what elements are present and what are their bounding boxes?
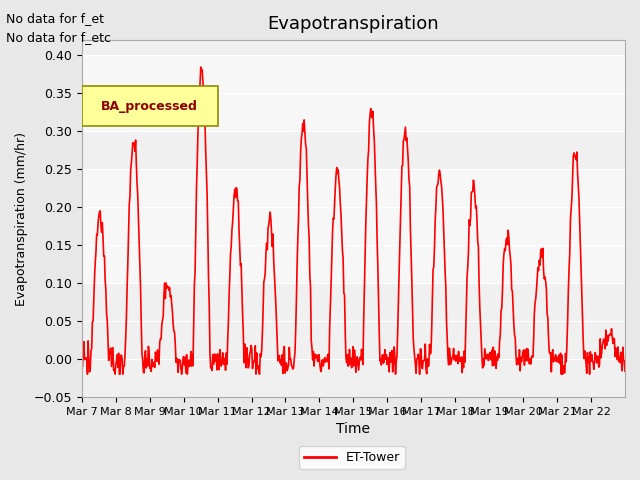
X-axis label: Time: Time bbox=[337, 422, 371, 436]
Y-axis label: Evapotranspiration (mm/hr): Evapotranspiration (mm/hr) bbox=[15, 132, 28, 305]
Text: No data for f_etc: No data for f_etc bbox=[6, 31, 111, 44]
Legend: ET-Tower: ET-Tower bbox=[300, 446, 404, 469]
Bar bbox=[82, 169, 625, 283]
Text: BA_processed: BA_processed bbox=[101, 100, 198, 113]
FancyBboxPatch shape bbox=[82, 86, 218, 126]
Bar bbox=[82, 55, 625, 131]
Title: Evapotranspiration: Evapotranspiration bbox=[268, 15, 439, 33]
Text: No data for f_et: No data for f_et bbox=[6, 12, 104, 25]
